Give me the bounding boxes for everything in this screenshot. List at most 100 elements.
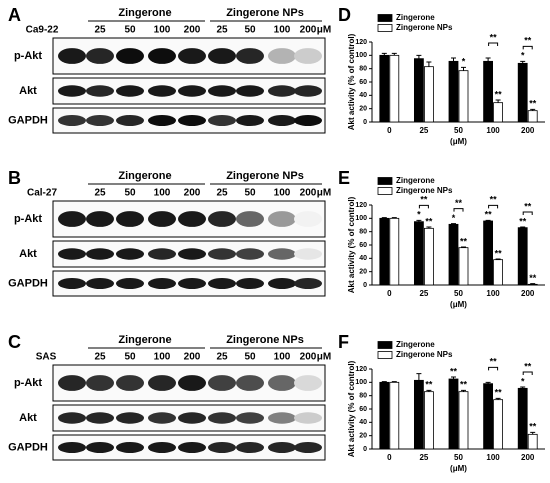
x-tick-label: 25 [419, 126, 428, 135]
significance: ** [425, 380, 433, 390]
legend-label: Zingerone [396, 176, 435, 185]
error-bar [485, 57, 491, 62]
comparison-label: ** [524, 361, 532, 371]
error-bar [530, 431, 536, 435]
lane-label: 200 [184, 352, 201, 363]
lane-label: 25 [216, 188, 228, 199]
lane-label: 200 [300, 25, 317, 36]
bar [389, 217, 400, 286]
band [148, 211, 176, 227]
comparison-bracket [453, 208, 464, 212]
comparison-bracket [418, 204, 429, 209]
band [116, 412, 144, 424]
error-bar [461, 389, 466, 392]
bar [493, 102, 504, 123]
bar [483, 383, 494, 450]
bar [517, 62, 528, 123]
band [294, 248, 322, 260]
band [294, 85, 322, 97]
error-bar [416, 54, 422, 59]
x-axis-label: (μM) [450, 300, 467, 309]
band [58, 48, 86, 64]
band [86, 442, 114, 453]
band [178, 412, 206, 424]
lane-label: 200 [184, 188, 201, 199]
bar [413, 221, 424, 286]
band [236, 412, 264, 424]
band [236, 375, 264, 391]
band [294, 115, 322, 126]
band [148, 412, 176, 424]
row-label: Akt [19, 248, 37, 260]
cell-line: Cal-27 [27, 188, 57, 199]
significance: ** [519, 216, 527, 226]
lane-label: 25 [216, 352, 228, 363]
significance: ** [485, 210, 493, 220]
band [116, 115, 144, 126]
bar [423, 66, 434, 123]
y-tick-label: 100 [355, 215, 367, 222]
band [208, 375, 236, 391]
lane-label: 25 [94, 25, 106, 36]
band [294, 48, 322, 64]
lane-label: 50 [124, 352, 136, 363]
bar [379, 381, 390, 450]
row-label: GAPDH [8, 114, 48, 126]
bar [458, 70, 469, 123]
significance: * [417, 210, 421, 220]
y-axis-label: Akt activity (% of control) [347, 360, 356, 457]
band [148, 248, 176, 260]
band [268, 115, 296, 126]
band [178, 442, 206, 453]
comparison-bracket [488, 42, 499, 46]
legend-label: Zingerone [396, 340, 435, 349]
y-tick-label: 60 [359, 79, 367, 86]
error-bar [495, 397, 501, 400]
x-axis-label: (μM) [450, 137, 467, 146]
band [86, 211, 114, 227]
legend-swatch [377, 24, 393, 32]
y-tick-label: 0 [363, 446, 367, 453]
error-bar [495, 99, 501, 103]
group-label: Zingerone [118, 170, 171, 182]
lane-label: 100 [154, 352, 171, 363]
comparison-label: ** [420, 195, 428, 205]
y-axis-label: Akt activity (% of control) [347, 196, 356, 293]
significance: ** [529, 99, 537, 109]
band [148, 375, 176, 391]
error-bar [416, 373, 422, 381]
group-label: Zingerone NPs [226, 334, 304, 346]
band [268, 375, 296, 391]
band [116, 85, 144, 97]
lane-label: 25 [94, 188, 106, 199]
significance: ** [529, 422, 537, 432]
lane-label: 50 [124, 25, 136, 36]
x-tick-label: 50 [454, 453, 463, 462]
band [86, 375, 114, 391]
error-bar [520, 60, 526, 64]
error-bar [461, 66, 466, 71]
unit: μM [317, 25, 331, 36]
group-label: Zingerone NPs [226, 7, 304, 19]
significance: ** [529, 273, 537, 283]
band [148, 115, 176, 126]
row-label: p-Akt [14, 377, 42, 389]
comparison-bracket [522, 45, 533, 50]
panel-letter: E [338, 168, 350, 188]
band [236, 85, 264, 97]
comparison-bracket [488, 204, 499, 209]
unit: μM [317, 188, 331, 199]
band [268, 48, 296, 64]
y-tick-label: 40 [359, 92, 367, 99]
comparison-label: ** [490, 195, 498, 205]
lane-label: 25 [216, 25, 228, 36]
y-tick-label: 0 [363, 119, 367, 126]
legend-label: Zingerone NPs [396, 350, 453, 359]
bar [389, 381, 400, 450]
legend-label: Zingerone NPs [396, 186, 453, 195]
band [148, 48, 176, 64]
band [58, 442, 86, 453]
group-label: Zingerone [118, 334, 171, 346]
group-label: Zingerone NPs [226, 170, 304, 182]
y-tick-label: 100 [355, 52, 367, 59]
